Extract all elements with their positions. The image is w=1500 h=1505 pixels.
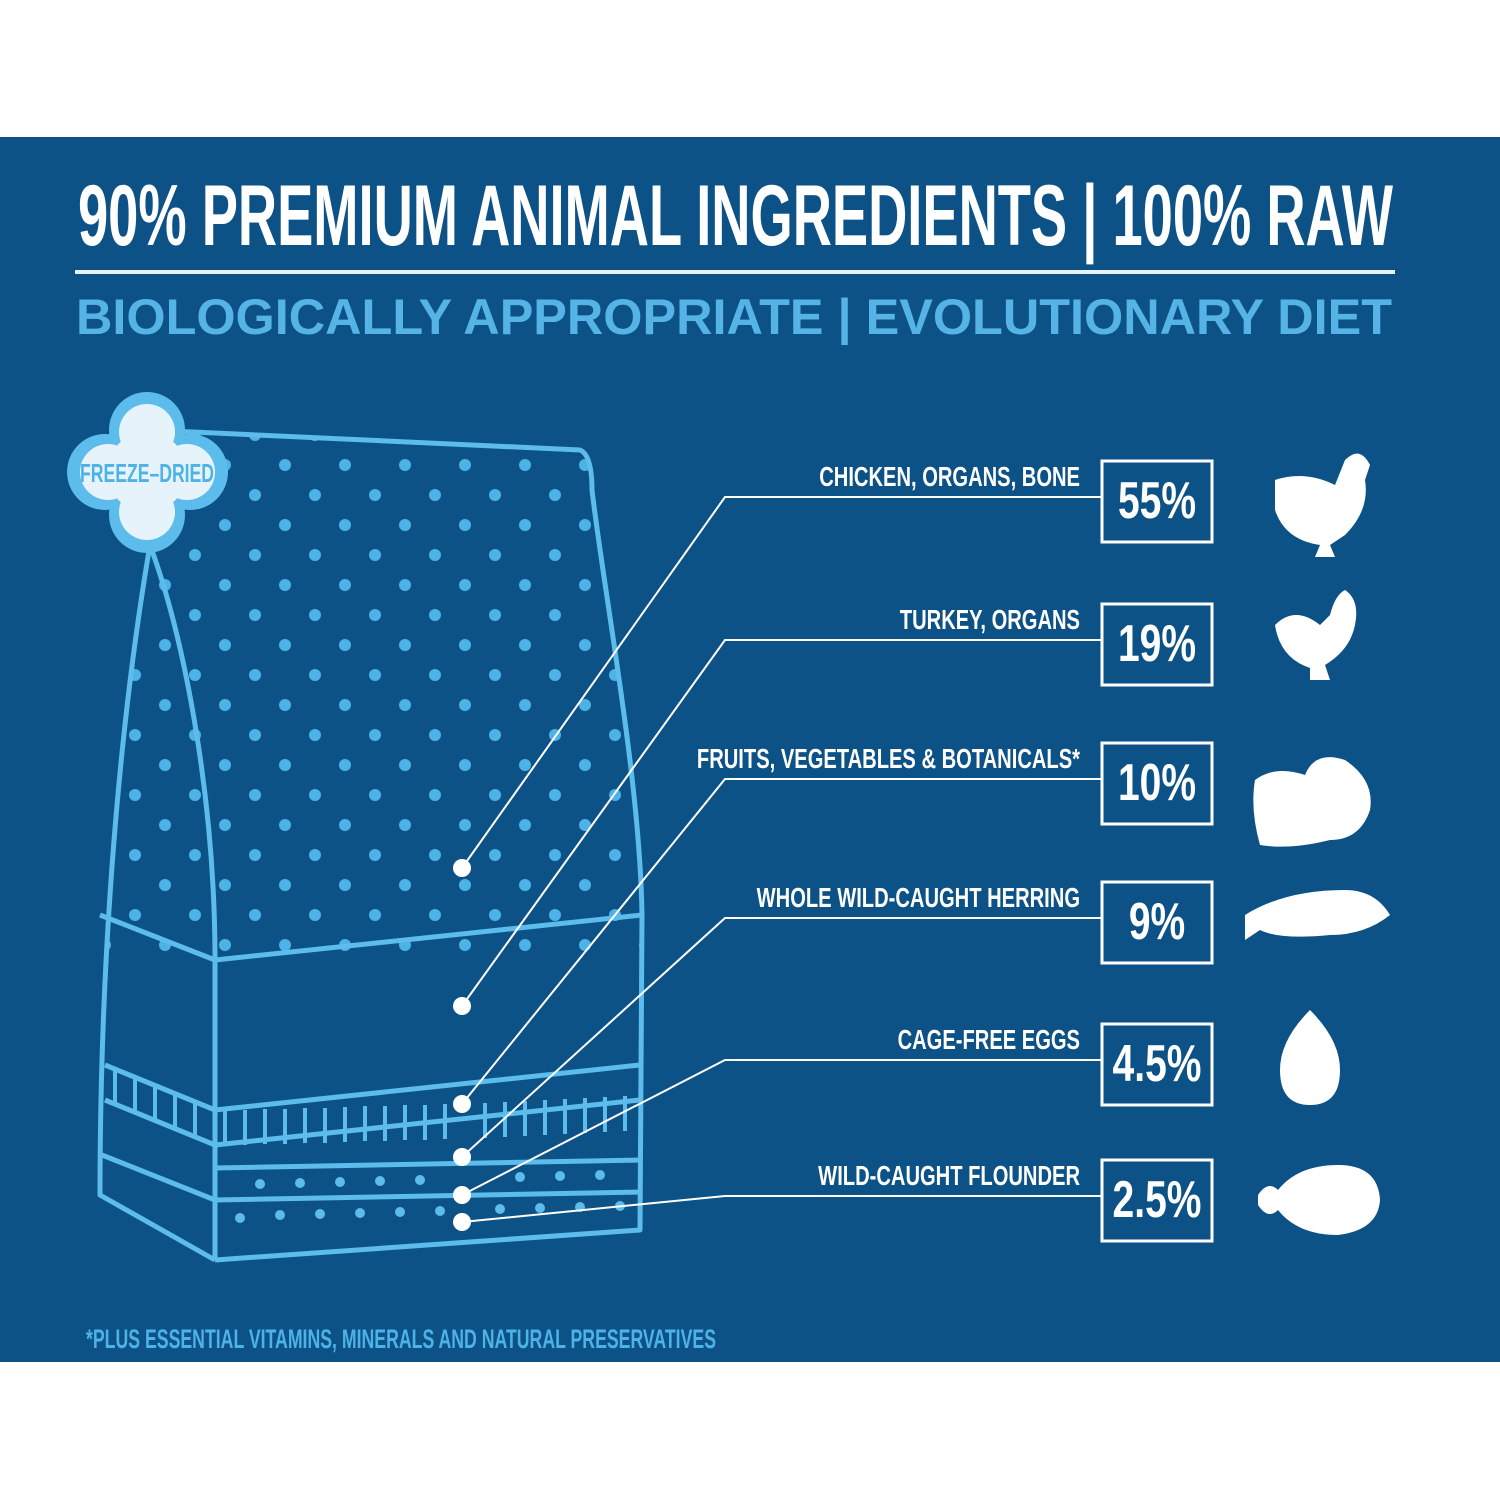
leader-line xyxy=(461,496,1102,869)
leader-dot xyxy=(453,1186,471,1204)
percent-box xyxy=(1100,602,1214,687)
percent-box xyxy=(1100,1158,1214,1243)
ingredient-label: WHOLE WILD-CAUGHT HERRING xyxy=(757,883,1080,914)
badge: FREEZE–DRIED xyxy=(67,392,228,553)
leader-line xyxy=(461,778,1102,1105)
percent: 4.5% xyxy=(1113,1033,1202,1092)
badge-label: FREEZE–DRIED xyxy=(80,458,214,488)
leader-dot xyxy=(453,1148,471,1166)
leader-line xyxy=(461,1059,1102,1196)
percent: 55% xyxy=(1118,470,1196,529)
footnote: *PLUS ESSENTIAL VITAMINS, MINERALS AND N… xyxy=(86,1324,716,1354)
ingredient-label: CHICKEN, ORGANS, BONE xyxy=(819,462,1080,493)
ingredient-icon xyxy=(1253,757,1371,847)
percent-box xyxy=(1100,880,1214,965)
percent: 10% xyxy=(1118,752,1196,811)
leader-dot xyxy=(453,1095,471,1113)
bag-band-dots xyxy=(235,1170,625,1223)
ingredient-label: TURKEY, ORGANS xyxy=(900,605,1080,636)
ingredient-icon xyxy=(1275,453,1370,557)
ingredient-label: WILD-CAUGHT FLOUNDER xyxy=(818,1161,1080,1192)
percent-box xyxy=(1100,459,1214,544)
ingredient-label: FRUITS, VEGETABLES & BOTANICALS* xyxy=(697,744,1081,775)
ingredient-icon xyxy=(1280,1010,1340,1105)
percent-box xyxy=(1100,741,1214,826)
percent: 19% xyxy=(1118,613,1196,672)
leader-line xyxy=(461,639,1102,1007)
leader-dot xyxy=(453,859,471,877)
ingredient-label: CAGE-FREE EGGS xyxy=(898,1025,1080,1056)
ingredient-icon xyxy=(1275,590,1357,680)
subtitle: BIOLOGICALLY APPROPRIATE | EVOLUTIONARY … xyxy=(76,289,1392,346)
leader-dot xyxy=(453,997,471,1015)
bag-illustration xyxy=(97,427,645,1263)
leader-line xyxy=(461,1195,1102,1223)
ingredient-icon xyxy=(1258,1165,1380,1235)
title: 90% PREMIUM ANIMAL INGREDIENTS | 100% RA… xyxy=(78,168,1394,264)
leader-line xyxy=(461,917,1102,1158)
percent-box xyxy=(1100,1022,1214,1107)
percent: 2.5% xyxy=(1113,1169,1202,1228)
leader-dot xyxy=(453,1213,471,1231)
ingredient-icon xyxy=(1245,890,1390,940)
percent: 9% xyxy=(1129,891,1185,950)
